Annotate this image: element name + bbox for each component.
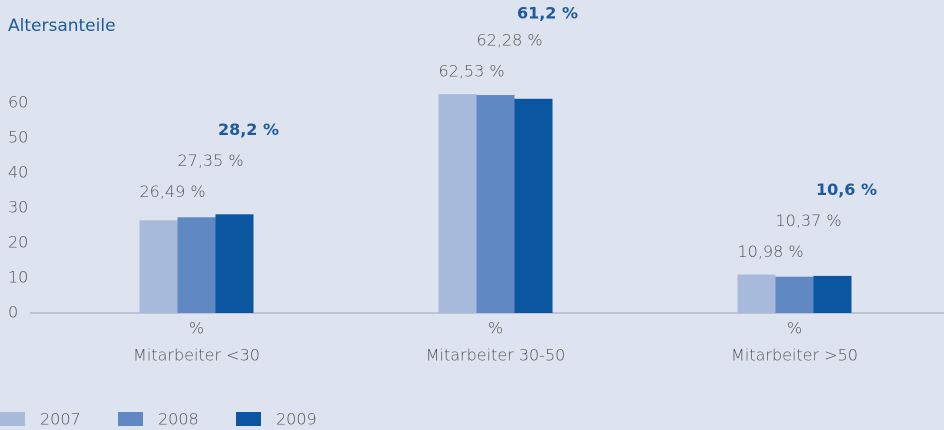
- y-tick-label: 30: [8, 198, 28, 217]
- y-tick-label: 0: [8, 303, 18, 322]
- x-tick-unit: %: [189, 319, 204, 338]
- legend-label: 2008: [158, 410, 199, 429]
- bar: [514, 98, 553, 313]
- y-tick-label: 40: [8, 163, 28, 182]
- data-label: 26,49 %: [139, 182, 205, 201]
- bar: [139, 220, 178, 313]
- bar: [813, 275, 852, 313]
- y-tick-label: 20: [8, 233, 28, 252]
- y-tick-label: 60: [8, 93, 28, 112]
- legend-label: 2007: [40, 410, 81, 429]
- data-label: 62,28 %: [476, 31, 542, 50]
- data-label: 10,6 %: [816, 180, 877, 199]
- bar: [775, 276, 814, 313]
- data-label: 10,37 %: [775, 211, 841, 230]
- x-tick-label: Mitarbeiter >50: [731, 346, 858, 365]
- legend-swatch: [0, 412, 25, 426]
- bar: [215, 214, 254, 313]
- bar: [737, 274, 776, 313]
- chart-title: Altersanteile: [8, 16, 116, 36]
- data-label: 61,2 %: [517, 4, 578, 23]
- legend-swatch: [118, 412, 143, 426]
- x-tick-unit: %: [488, 319, 503, 338]
- x-tick-label: Mitarbeiter 30-50: [426, 346, 566, 365]
- bar: [177, 217, 216, 313]
- y-tick-label: 10: [8, 268, 28, 287]
- data-label: 10,98 %: [737, 242, 803, 261]
- legend-swatch: [236, 412, 261, 426]
- data-label: 27,35 %: [177, 151, 243, 170]
- y-tick-label: 50: [8, 128, 28, 147]
- bar: [438, 94, 477, 314]
- legend-label: 2009: [276, 410, 317, 429]
- data-label: 28,2 %: [218, 120, 279, 139]
- data-label: 62,53 %: [438, 62, 504, 81]
- x-tick-label: Mitarbeiter <30: [133, 346, 260, 365]
- bar: [476, 95, 515, 314]
- x-tick-unit: %: [787, 319, 802, 338]
